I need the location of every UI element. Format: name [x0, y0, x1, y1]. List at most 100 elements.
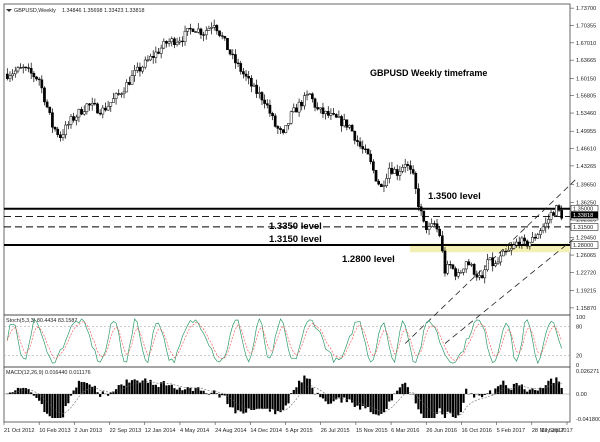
macd-bar-7 — [25, 388, 27, 394]
macd-bar-50 — [139, 382, 141, 394]
macd-bar-209 — [561, 388, 563, 394]
stoch-tick-label-1: 80 — [576, 325, 582, 331]
macd-bar-57 — [157, 387, 159, 394]
macd-bar-10 — [33, 394, 35, 396]
candle-body-32 — [91, 103, 93, 105]
macd-bar-33 — [94, 386, 96, 394]
candle-body-51 — [141, 67, 143, 71]
macd-bar-121 — [327, 394, 329, 404]
macd-bar-198 — [531, 389, 533, 394]
candle-body-65 — [179, 41, 181, 42]
macd-bar-157 — [423, 394, 425, 418]
date-label-11: 6 Mar 2016 — [391, 428, 419, 434]
macd-bar-34 — [96, 392, 98, 394]
date-label-8: 5 Apr 2015 — [286, 428, 313, 434]
macd-bar-48 — [134, 379, 136, 394]
candle-body-120 — [325, 111, 327, 113]
candle-body-81 — [221, 36, 223, 37]
macd-bar-44 — [123, 386, 125, 394]
macd-bar-171 — [460, 394, 462, 412]
macd-bar-138 — [372, 394, 374, 414]
macd-bar-9 — [30, 392, 32, 394]
candle-body-87 — [237, 63, 239, 64]
macd-bar-200 — [537, 391, 539, 394]
price-tick-label-15: 1.22720 — [576, 270, 596, 276]
candle-body-126 — [340, 116, 342, 125]
macd-bar-36 — [102, 391, 104, 394]
macd-bar-83 — [226, 394, 228, 404]
price-tick-label-3: 1.63665 — [576, 58, 596, 64]
candle-body-147 — [396, 169, 398, 175]
candle-body-113 — [306, 95, 308, 96]
candle-body-61 — [168, 42, 170, 44]
price-tick-label-5: 1.56805 — [576, 94, 596, 100]
macd-bar-24 — [70, 394, 72, 396]
macd-bar-106 — [287, 394, 289, 403]
price-tick-label-9: 1.43265 — [576, 164, 596, 170]
macd-bar-145 — [391, 394, 393, 400]
candle-body-178 — [478, 275, 480, 277]
macd-bar-170 — [457, 394, 459, 415]
candle-body-180 — [484, 270, 486, 278]
candle-body-39 — [110, 103, 112, 107]
macd-bar-75 — [205, 393, 207, 394]
macd-bar-49 — [136, 380, 138, 394]
macd-bar-175 — [470, 393, 472, 394]
date-label-16: 17 Sep 2017 — [541, 428, 573, 434]
candle-body-136 — [367, 149, 369, 154]
candle-body-131 — [354, 131, 356, 140]
macd-bar-111 — [301, 382, 303, 394]
macd-bar-173 — [465, 389, 467, 394]
candle-body-132 — [356, 140, 358, 141]
date-label-14: 5 Feb 2017 — [497, 428, 525, 434]
candle-body-35 — [99, 113, 101, 114]
annotation-1-3150: 1.3150 level — [269, 234, 322, 245]
candle-body-108 — [293, 108, 295, 112]
candle-body-208 — [558, 206, 560, 211]
macd-bar-58 — [160, 382, 162, 394]
date-label-12: 26 Jun 2016 — [426, 428, 457, 434]
macd-bar-169 — [454, 394, 456, 418]
candle-body-123 — [332, 113, 334, 114]
macd-bar-113 — [306, 379, 308, 394]
macd-bar-81 — [221, 394, 223, 395]
macd-bar-17 — [51, 394, 53, 418]
candle-body-188 — [505, 251, 507, 252]
date-label-5: 4 May 2014 — [180, 428, 209, 434]
candle-body-146 — [393, 169, 395, 173]
macd-bar-109 — [295, 387, 297, 394]
candle-body-190 — [510, 248, 512, 250]
candle-body-86 — [234, 54, 236, 62]
macd-bar-205 — [550, 379, 552, 394]
candle-body-47 — [131, 76, 133, 85]
macd-bar-151 — [407, 387, 409, 394]
macd-bar-118 — [319, 394, 321, 397]
macd-bar-23 — [67, 394, 69, 403]
macd-bar-68 — [187, 387, 189, 394]
candle-body-201 — [539, 231, 541, 235]
annotation-1-3500: 1.3500 level — [428, 191, 481, 202]
candle-body-83 — [226, 38, 228, 50]
macd-bar-132 — [356, 394, 358, 406]
candle-body-49 — [136, 67, 138, 70]
candle-body-124 — [335, 114, 337, 117]
macd-bar-204 — [547, 381, 549, 394]
dropdown-arrow-icon[interactable] — [6, 9, 12, 12]
date-label-10: 15 Nov 2015 — [356, 428, 388, 434]
candle-body-50 — [139, 67, 141, 71]
candle-body-18 — [54, 127, 56, 129]
macd-bar-120 — [325, 394, 327, 401]
macd-bar-207 — [555, 377, 557, 394]
macd-bar-11 — [35, 394, 37, 398]
candle-body-198 — [531, 237, 533, 242]
candle-body-150 — [404, 164, 406, 167]
candle-body-2 — [12, 74, 14, 76]
candle-body-118 — [319, 108, 321, 109]
candle-body-154 — [415, 173, 417, 188]
candle-body-68 — [187, 28, 189, 31]
candle-body-114 — [309, 94, 311, 95]
candle-body-142 — [383, 186, 385, 187]
candle-body-206 — [553, 213, 555, 216]
candle-body-62 — [171, 39, 173, 42]
candle-body-133 — [359, 142, 361, 147]
